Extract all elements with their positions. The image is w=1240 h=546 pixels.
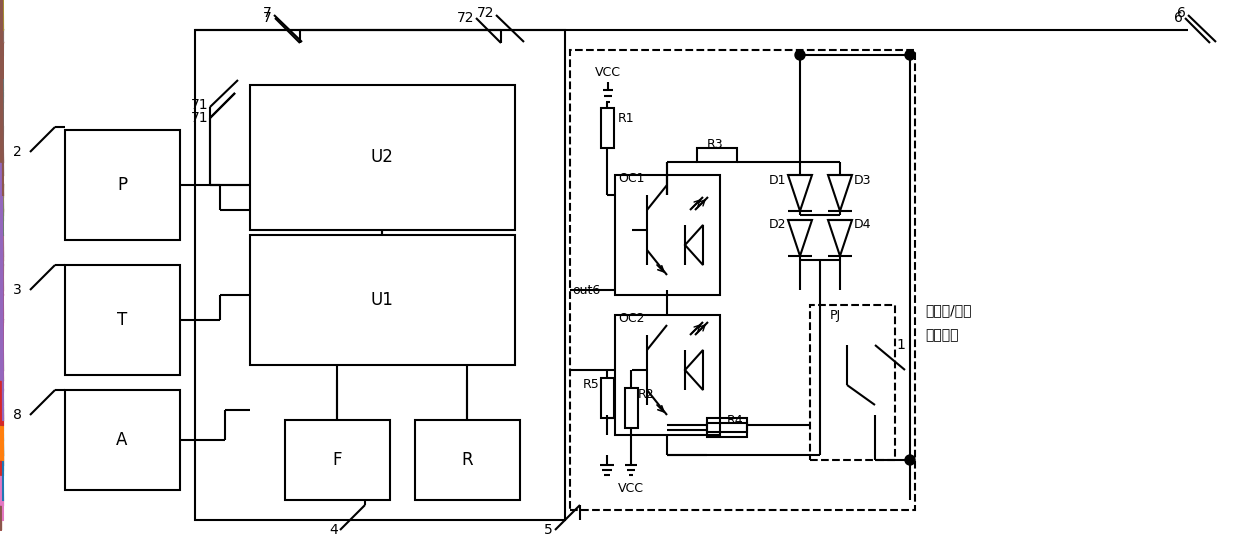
Text: T: T <box>117 311 128 329</box>
Text: D3: D3 <box>854 174 872 187</box>
Bar <box>707 418 746 432</box>
Bar <box>625 388 639 428</box>
Text: R5: R5 <box>583 378 600 391</box>
Bar <box>601 378 614 418</box>
Text: R: R <box>461 451 472 469</box>
Circle shape <box>905 455 915 465</box>
Text: 3: 3 <box>14 283 22 297</box>
Text: R3: R3 <box>707 139 723 151</box>
Bar <box>697 148 737 162</box>
Text: VCC: VCC <box>618 482 644 495</box>
Bar <box>810 305 895 460</box>
Text: 6: 6 <box>1177 6 1185 20</box>
Text: 2: 2 <box>14 145 22 159</box>
Text: D2: D2 <box>769 218 786 232</box>
Text: VCC: VCC <box>595 66 621 79</box>
Circle shape <box>905 50 915 60</box>
Text: R1: R1 <box>618 111 635 124</box>
Bar <box>707 423 746 437</box>
Text: 4: 4 <box>330 523 339 537</box>
Text: OC1: OC1 <box>618 171 645 185</box>
Bar <box>615 175 720 295</box>
Text: PJ: PJ <box>830 308 841 322</box>
Text: OC2: OC2 <box>618 312 645 324</box>
Text: D1: D1 <box>769 174 786 187</box>
Text: 71: 71 <box>191 98 208 112</box>
Text: U2: U2 <box>371 148 393 166</box>
Text: D4: D4 <box>854 218 872 232</box>
Text: 接报警/闭锁: 接报警/闭锁 <box>925 303 971 317</box>
Text: 控制回路: 控制回路 <box>925 328 959 342</box>
Text: P: P <box>117 176 126 194</box>
Text: 1: 1 <box>897 338 905 352</box>
Bar <box>195 30 565 520</box>
Bar <box>250 85 515 230</box>
Text: 5: 5 <box>544 523 553 537</box>
Text: R4: R4 <box>727 413 743 426</box>
Bar <box>601 108 614 148</box>
Bar <box>64 130 180 240</box>
Text: 6: 6 <box>1174 11 1183 25</box>
Text: 7: 7 <box>263 11 272 25</box>
Text: 72: 72 <box>456 11 474 25</box>
Text: U1: U1 <box>371 291 393 309</box>
Bar <box>64 390 180 490</box>
Text: out6: out6 <box>572 283 600 296</box>
Bar <box>415 420 520 500</box>
Text: 71: 71 <box>191 111 208 125</box>
Text: A: A <box>117 431 128 449</box>
Bar <box>615 315 720 435</box>
Text: R2: R2 <box>639 389 655 401</box>
Bar <box>250 235 515 365</box>
Text: F: F <box>332 451 342 469</box>
Bar <box>285 420 391 500</box>
Circle shape <box>795 50 805 60</box>
Text: 72: 72 <box>476 6 494 20</box>
Bar <box>570 50 915 510</box>
Bar <box>64 265 180 375</box>
Text: 7: 7 <box>263 6 272 20</box>
Text: 8: 8 <box>14 408 22 422</box>
